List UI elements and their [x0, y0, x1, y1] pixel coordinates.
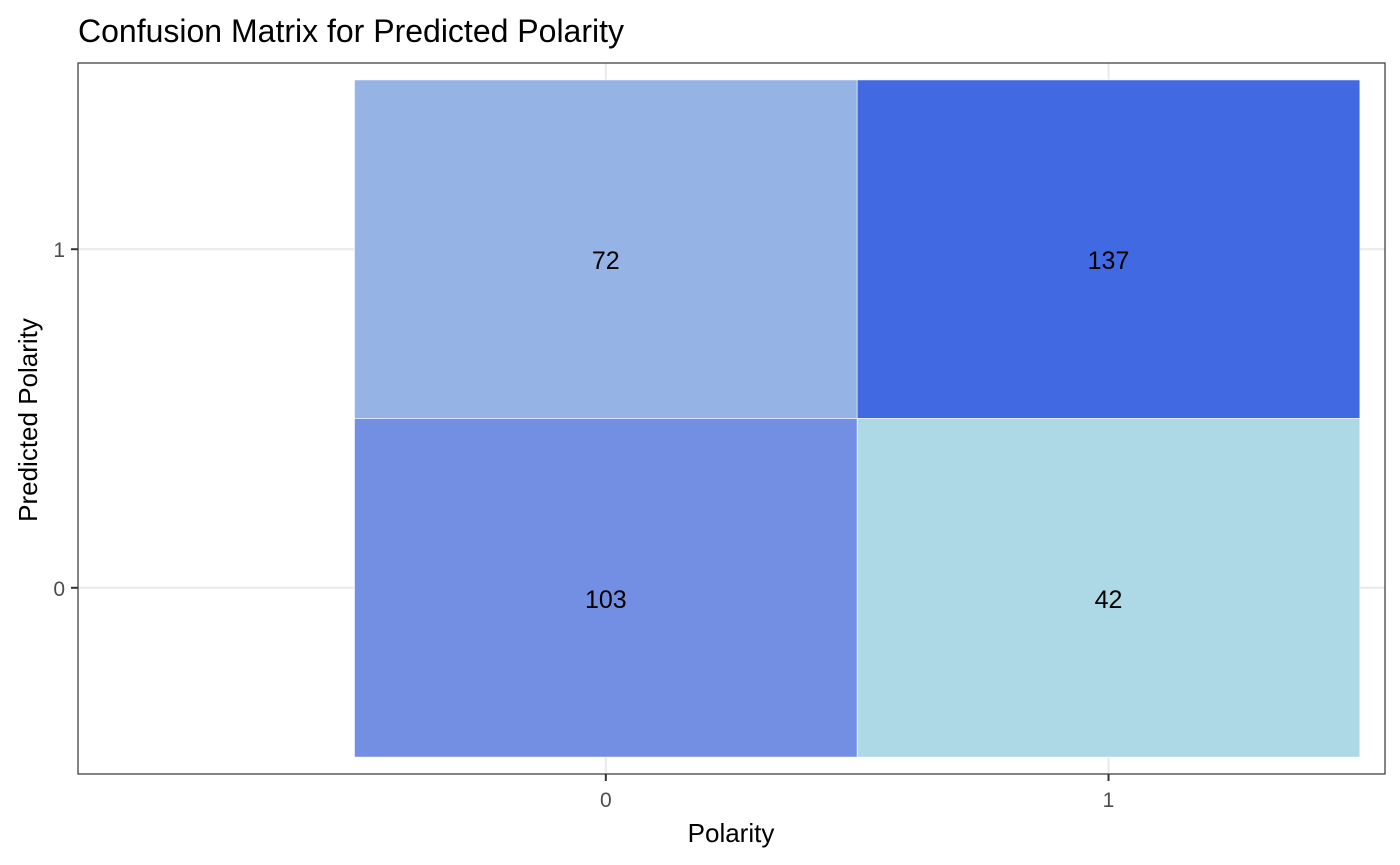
- heatmap-cell: [856, 418, 1361, 758]
- cell-value-label: 42: [1095, 586, 1123, 614]
- cell-value-label: 72: [592, 247, 620, 275]
- heatmap-cell: [354, 418, 858, 758]
- y-tick-label: 1: [53, 239, 65, 262]
- x-axis-title: Polarity: [688, 818, 775, 848]
- y-tick-label: 0: [53, 578, 65, 601]
- x-tick-label: 0: [600, 789, 612, 812]
- plot-panel: 72 137 103 42 0 1 0 1: [53, 62, 1386, 812]
- chart-title: Confusion Matrix for Predicted Polarity: [78, 13, 624, 49]
- cell-value-label: 103: [585, 586, 627, 614]
- y-axis-title: Predicted Polarity: [13, 318, 43, 522]
- heatmap-cell: [856, 79, 1361, 419]
- cell-value-label: 137: [1088, 247, 1130, 275]
- panel-border: [77, 62, 1386, 775]
- x-tick-label: 1: [1103, 789, 1115, 812]
